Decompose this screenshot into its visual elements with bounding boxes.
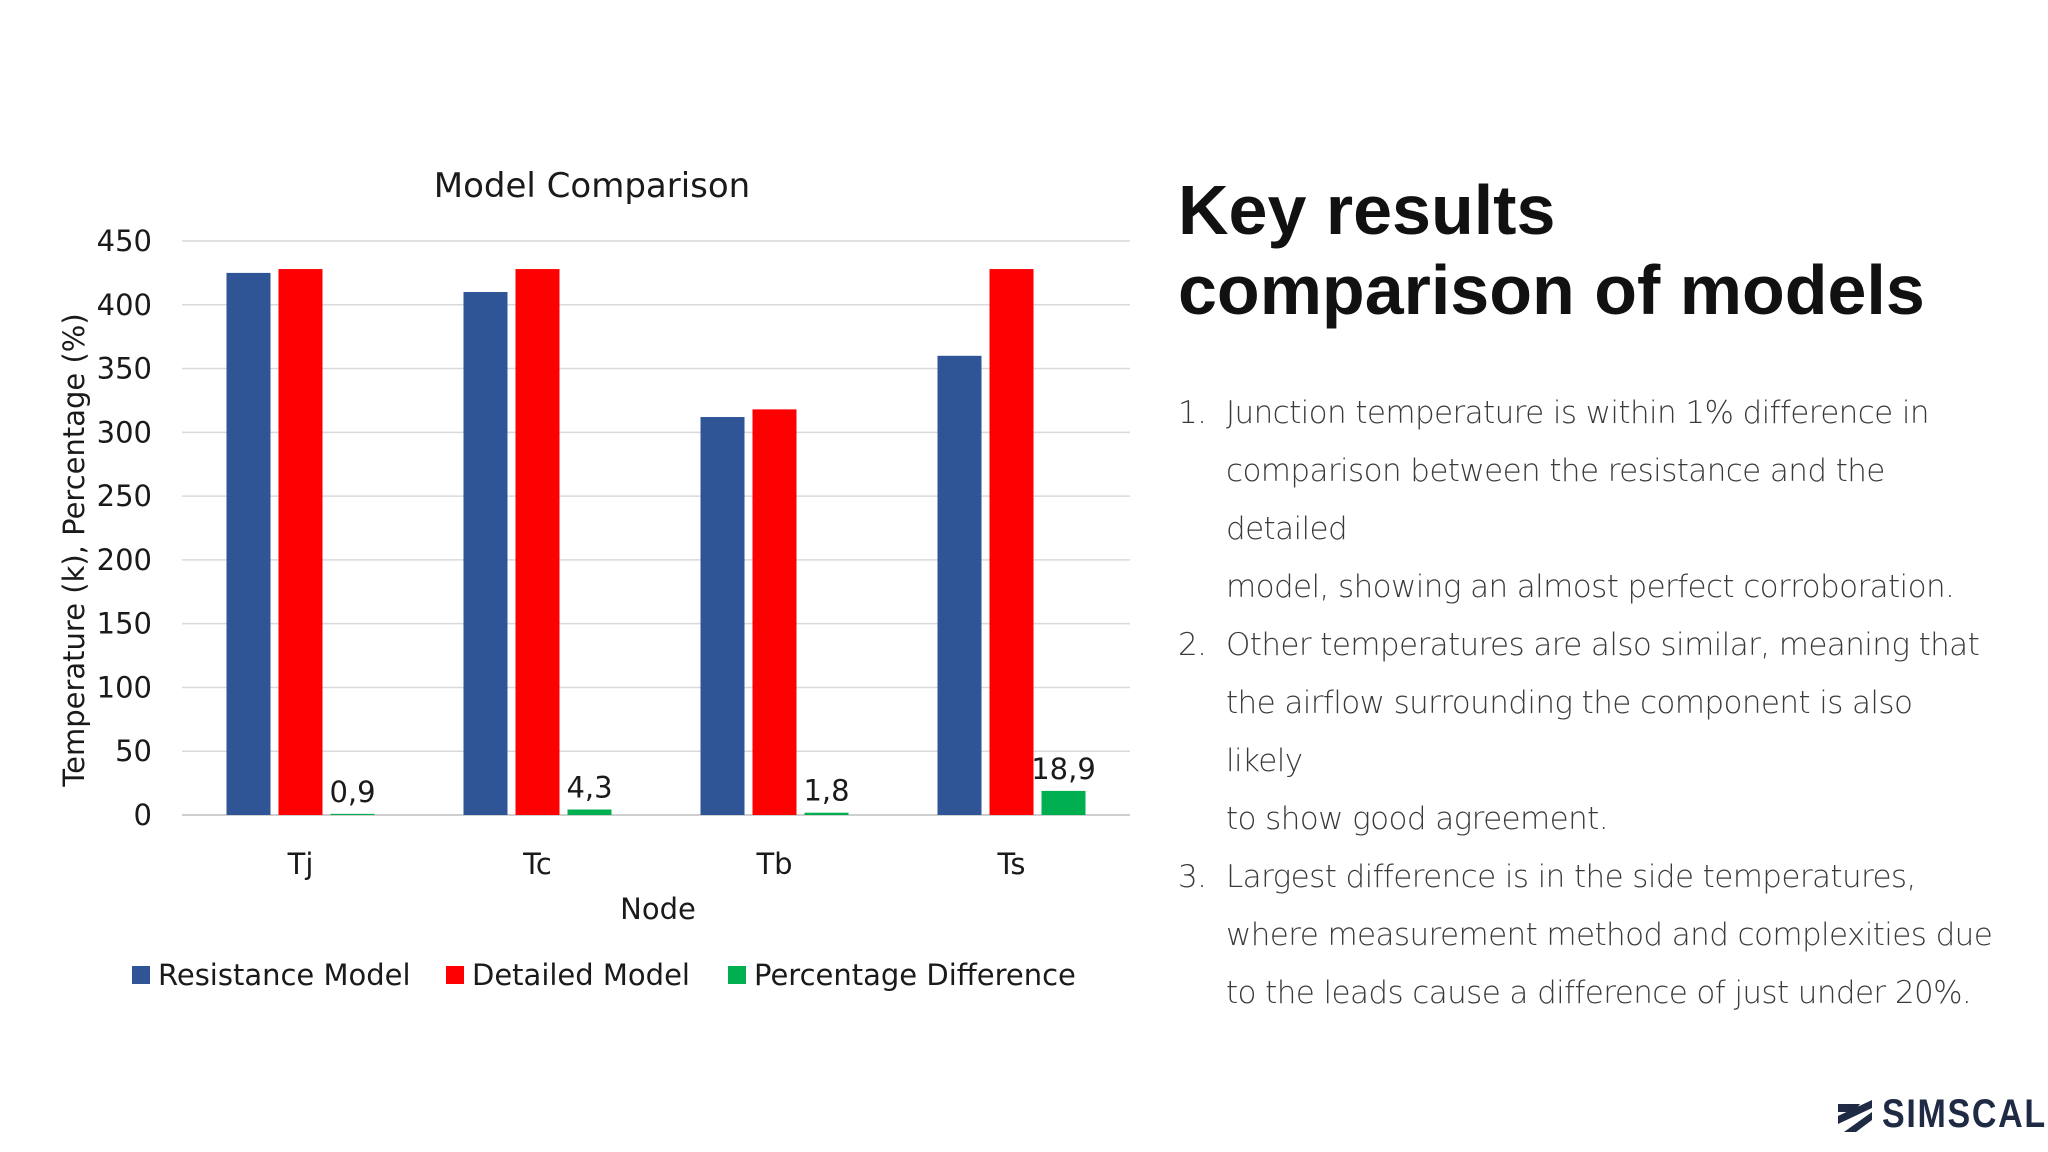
y-tick-label: 0 xyxy=(134,798,152,832)
bar xyxy=(463,292,508,815)
legend-label: Detailed Model xyxy=(472,958,690,992)
legend-swatch xyxy=(446,966,464,984)
y-tick-label: 200 xyxy=(97,543,152,577)
bar xyxy=(278,269,323,815)
model-comparison-chart: Model Comparison 0 50 100 150 200 250 300 350 40… xyxy=(57,166,1130,992)
simscale-logo: SIMSCALE xyxy=(1836,1092,2048,1137)
list-item-line: Junction temperature is within 1% differ… xyxy=(1226,395,1930,431)
list-item-number: 2. xyxy=(1178,627,1207,663)
list-item: 1. Junction temperature is within 1% dif… xyxy=(1178,384,1998,616)
bar xyxy=(937,355,982,815)
legend-label: Resistance Model xyxy=(158,958,411,992)
y-tick-label: 350 xyxy=(97,352,152,386)
y-tick-label: 450 xyxy=(97,224,152,258)
list-item-line: to show good agreement. xyxy=(1226,801,1609,837)
x-tick-label: Tc xyxy=(522,847,552,881)
y-tick-label: 100 xyxy=(97,670,152,704)
y-tick-label: 50 xyxy=(115,734,152,768)
legend-label: Percentage Difference xyxy=(754,958,1076,992)
list-item-line: model, showing an almost perfect corrobo… xyxy=(1226,569,1955,605)
x-tick-label: Tb xyxy=(755,847,792,881)
list-item-line: comparison between the resistance and th… xyxy=(1226,453,1885,547)
list-item: 3. Largest difference is in the side tem… xyxy=(1178,848,1998,1022)
y-tick-label: 300 xyxy=(97,415,152,449)
list-item-line: to the leads cause a difference of just … xyxy=(1226,975,1972,1011)
bar xyxy=(330,813,375,815)
y-axis-title: Temperature (k), Percentage (%) xyxy=(57,313,91,787)
list-item-line: Largest difference is in the side temper… xyxy=(1226,859,1916,895)
bar xyxy=(700,417,745,815)
y-tick-label: 250 xyxy=(97,479,152,513)
bar xyxy=(515,269,560,815)
title-line-2: comparison of models xyxy=(1178,251,1925,329)
x-axis-ticks: Tj Tc Tb Ts xyxy=(287,847,1026,881)
list-item-line: the airflow surrounding the component is… xyxy=(1226,685,1913,779)
bar xyxy=(567,809,612,815)
legend-swatch xyxy=(132,966,150,984)
page-title: Key results comparison of models xyxy=(1178,170,1998,330)
list-item-number: 3. xyxy=(1178,859,1207,895)
x-axis-title: Node xyxy=(620,892,696,926)
logo-text: SIMSCALE xyxy=(1882,1092,2048,1136)
bar xyxy=(989,269,1034,815)
bar xyxy=(226,272,271,815)
x-tick-label: Ts xyxy=(996,847,1025,881)
results-list: 1. Junction temperature is within 1% dif… xyxy=(1178,384,1998,1022)
data-label: 1,8 xyxy=(803,774,849,808)
data-label: 0,9 xyxy=(329,775,375,809)
list-item: 2. Other temperatures are also similar, … xyxy=(1178,616,1998,848)
y-axis-ticks: 0 50 100 150 200 250 300 350 400 450 xyxy=(97,224,152,832)
data-label: 4,3 xyxy=(566,771,612,805)
bars xyxy=(226,269,1086,815)
key-results-panel: Key results comparison of models 1. Junc… xyxy=(1178,170,1998,1022)
list-item-line: Other temperatures are also similar, mea… xyxy=(1226,627,1980,663)
bar xyxy=(752,409,797,815)
y-tick-label: 400 xyxy=(97,288,152,322)
list-item-line: where measurement method and complexitie… xyxy=(1226,917,1993,953)
x-tick-label: Tj xyxy=(287,847,314,881)
gridlines xyxy=(182,240,1130,816)
bar xyxy=(1041,790,1086,815)
legend-swatch xyxy=(728,966,746,984)
y-tick-label: 150 xyxy=(97,607,152,641)
simscale-logo-icon xyxy=(1838,1099,1872,1132)
legend: Resistance Model Detailed Model Percentage… xyxy=(132,958,1076,992)
list-item-number: 1. xyxy=(1178,395,1207,431)
data-labels: 0,9 4,3 1,8 18,9 xyxy=(329,752,1095,809)
title-line-1: Key results xyxy=(1178,171,1556,249)
data-label: 18,9 xyxy=(1031,752,1096,786)
bar xyxy=(804,812,849,815)
chart-title: Model Comparison xyxy=(434,166,750,206)
